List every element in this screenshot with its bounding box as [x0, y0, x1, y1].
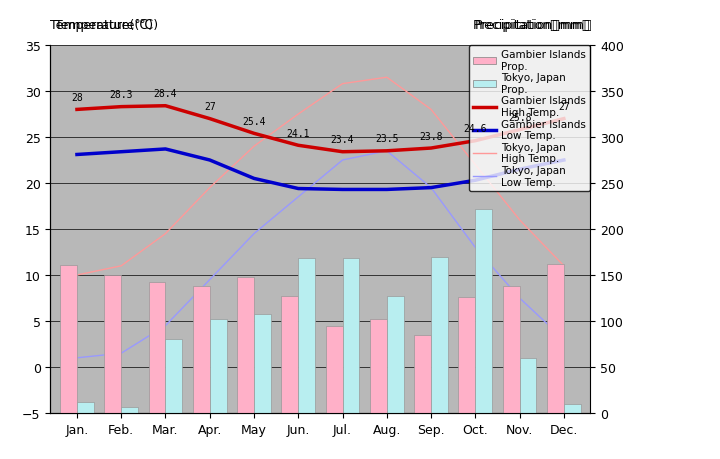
Bar: [60, 265, 77, 413]
Bar: [547, 264, 564, 413]
Bar: [298, 259, 315, 413]
Text: 28.4: 28.4: [154, 89, 177, 99]
Text: 25.4: 25.4: [242, 117, 266, 127]
Bar: [503, 286, 520, 413]
Bar: [387, 297, 404, 413]
Bar: [282, 297, 298, 413]
Text: 23.5: 23.5: [375, 134, 399, 144]
Text: 27: 27: [558, 102, 570, 112]
Text: Precipitation（mm）: Precipitation（mm）: [473, 19, 590, 32]
Text: 23.8: 23.8: [419, 131, 443, 141]
Text: 24.1: 24.1: [287, 129, 310, 139]
Bar: [121, 407, 138, 413]
Bar: [564, 404, 580, 413]
Text: Temperature(℃): Temperature(℃): [55, 19, 158, 32]
Text: Precipitation（mm）: Precipitation（mm）: [475, 19, 593, 32]
Bar: [520, 358, 536, 413]
Bar: [237, 277, 254, 413]
Bar: [254, 314, 271, 413]
Bar: [325, 326, 343, 413]
Bar: [459, 297, 475, 413]
Bar: [148, 283, 166, 413]
Legend: Gambier Islands
Prop., Tokyo, Japan
Prop., Gambier Islands
High Temp., Gambier I: Gambier Islands Prop., Tokyo, Japan Prop…: [469, 46, 590, 191]
Text: 24.6: 24.6: [464, 124, 487, 134]
Text: 25.8: 25.8: [508, 113, 531, 123]
Bar: [193, 286, 210, 413]
Bar: [475, 209, 492, 413]
Text: 23.4: 23.4: [330, 135, 354, 145]
Bar: [210, 319, 227, 413]
Text: 28: 28: [71, 93, 83, 103]
Bar: [431, 257, 448, 413]
Bar: [370, 319, 387, 413]
Text: 27: 27: [204, 102, 215, 112]
Bar: [104, 275, 121, 413]
Text: 28.3: 28.3: [109, 90, 133, 100]
Bar: [166, 340, 182, 413]
Bar: [414, 335, 431, 413]
Text: Temperature(℃): Temperature(℃): [50, 19, 153, 32]
Bar: [77, 402, 94, 413]
Bar: [343, 259, 359, 413]
